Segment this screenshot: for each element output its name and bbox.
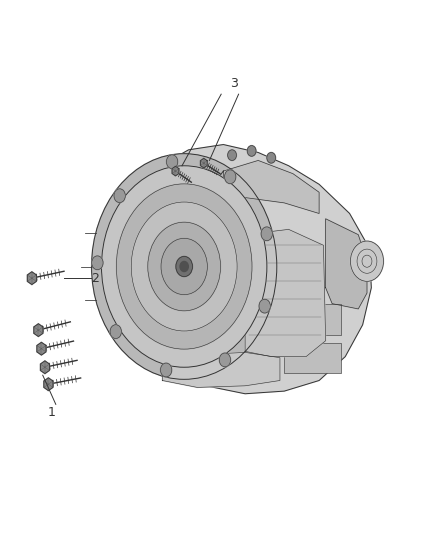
Polygon shape (27, 272, 36, 285)
Circle shape (92, 154, 277, 379)
Polygon shape (34, 324, 43, 336)
Polygon shape (223, 160, 319, 214)
Circle shape (110, 325, 121, 338)
Circle shape (225, 170, 236, 184)
Circle shape (180, 262, 188, 271)
Polygon shape (40, 361, 49, 374)
Circle shape (247, 146, 256, 156)
Circle shape (176, 256, 192, 277)
Polygon shape (245, 229, 325, 357)
Text: 3: 3 (230, 77, 238, 90)
Circle shape (131, 202, 237, 331)
Polygon shape (172, 166, 179, 176)
Circle shape (114, 189, 125, 203)
Circle shape (102, 166, 267, 367)
Polygon shape (37, 342, 46, 355)
Circle shape (350, 241, 384, 281)
Circle shape (259, 299, 270, 313)
Circle shape (166, 155, 178, 168)
Circle shape (92, 256, 103, 270)
Bar (284, 304, 341, 335)
Polygon shape (200, 158, 207, 168)
Polygon shape (121, 144, 371, 394)
Circle shape (219, 353, 230, 367)
Polygon shape (325, 219, 367, 309)
Circle shape (148, 222, 221, 311)
Polygon shape (162, 352, 280, 387)
Text: 2: 2 (91, 272, 99, 285)
Circle shape (267, 152, 276, 163)
Circle shape (228, 150, 237, 160)
Circle shape (261, 227, 272, 241)
Text: 1: 1 (47, 406, 55, 419)
Circle shape (161, 238, 207, 295)
Circle shape (160, 363, 172, 377)
Bar (284, 343, 341, 373)
Polygon shape (44, 378, 53, 391)
Circle shape (117, 184, 252, 349)
